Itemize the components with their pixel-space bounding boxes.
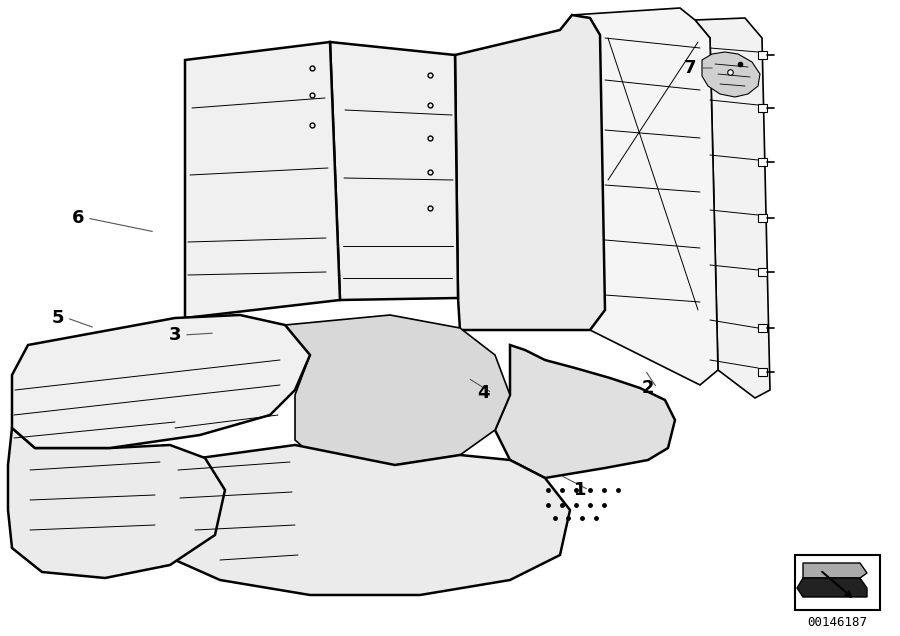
Polygon shape bbox=[185, 42, 340, 318]
Polygon shape bbox=[365, 55, 456, 298]
Text: 1: 1 bbox=[574, 481, 586, 499]
Polygon shape bbox=[695, 18, 770, 398]
Text: 7: 7 bbox=[684, 59, 697, 77]
Text: 6: 6 bbox=[72, 209, 85, 227]
Polygon shape bbox=[702, 52, 760, 97]
Polygon shape bbox=[160, 445, 570, 595]
Text: 3: 3 bbox=[169, 326, 181, 344]
Text: 5: 5 bbox=[52, 309, 64, 327]
Polygon shape bbox=[285, 315, 510, 465]
Polygon shape bbox=[797, 578, 867, 597]
Polygon shape bbox=[8, 428, 225, 578]
Bar bbox=[758, 158, 767, 166]
Bar bbox=[758, 368, 767, 376]
Bar bbox=[795, 555, 880, 610]
Bar bbox=[758, 51, 767, 59]
Polygon shape bbox=[330, 42, 458, 300]
Bar bbox=[758, 214, 767, 222]
Text: 00146187: 00146187 bbox=[807, 616, 868, 628]
Text: 2: 2 bbox=[642, 379, 654, 397]
Polygon shape bbox=[495, 345, 675, 478]
Bar bbox=[758, 324, 767, 332]
Text: 4: 4 bbox=[477, 384, 490, 402]
Polygon shape bbox=[455, 15, 605, 330]
Bar bbox=[758, 104, 767, 112]
Bar bbox=[758, 268, 767, 276]
Polygon shape bbox=[572, 8, 718, 385]
Polygon shape bbox=[12, 315, 310, 448]
Polygon shape bbox=[803, 563, 867, 578]
